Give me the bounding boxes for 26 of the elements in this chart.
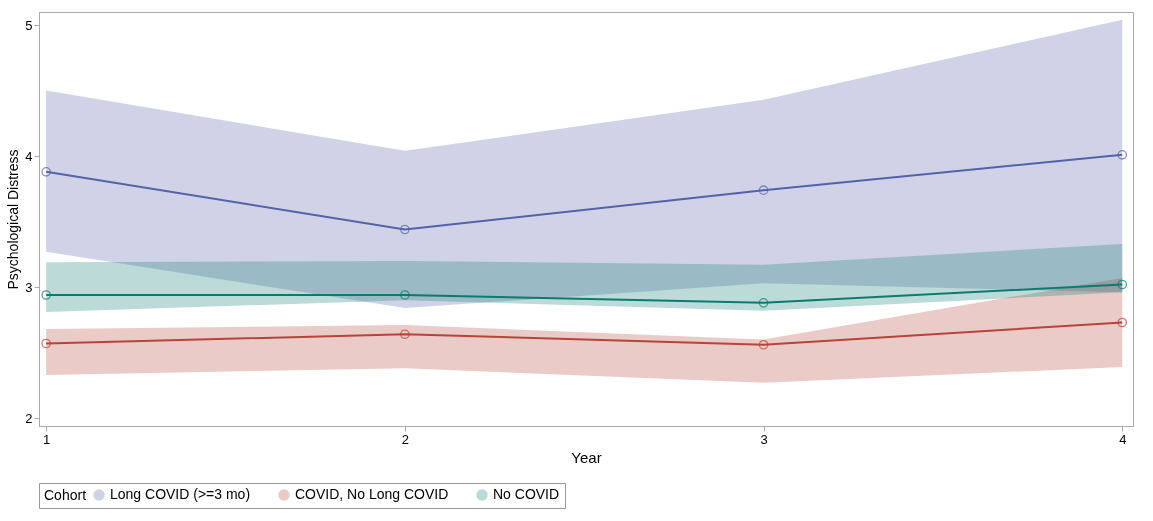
point — [758, 339, 769, 350]
point — [41, 290, 52, 300]
point — [758, 185, 769, 195]
legend-label: COVID, No Long COVID — [295, 486, 449, 502]
x-tick-label: 1 — [43, 431, 51, 447]
x-tick-label: 3 — [760, 431, 768, 447]
y-tick-label: 4 — [25, 148, 33, 164]
legend-label: Long COVID (>=3 mo) — [110, 486, 251, 502]
point — [41, 167, 52, 177]
x-axis-title: Year — [571, 448, 602, 466]
point — [1117, 279, 1128, 290]
legend-title: Cohort — [44, 487, 87, 503]
point — [400, 329, 410, 340]
point — [1117, 317, 1128, 328]
x-tick-label: 4 — [1119, 431, 1127, 447]
x-tick-label: 2 — [401, 431, 409, 447]
point — [1117, 149, 1128, 160]
point — [400, 290, 410, 300]
y-tick-label: 2 — [25, 410, 33, 426]
y-tick-label: 3 — [25, 279, 33, 295]
point — [400, 224, 410, 235]
y-axis-title: Psychological Distress — [5, 149, 22, 290]
point — [41, 338, 52, 349]
point — [758, 298, 769, 308]
y-tick-label: 5 — [25, 17, 33, 33]
legend-label: No COVID — [493, 486, 560, 502]
